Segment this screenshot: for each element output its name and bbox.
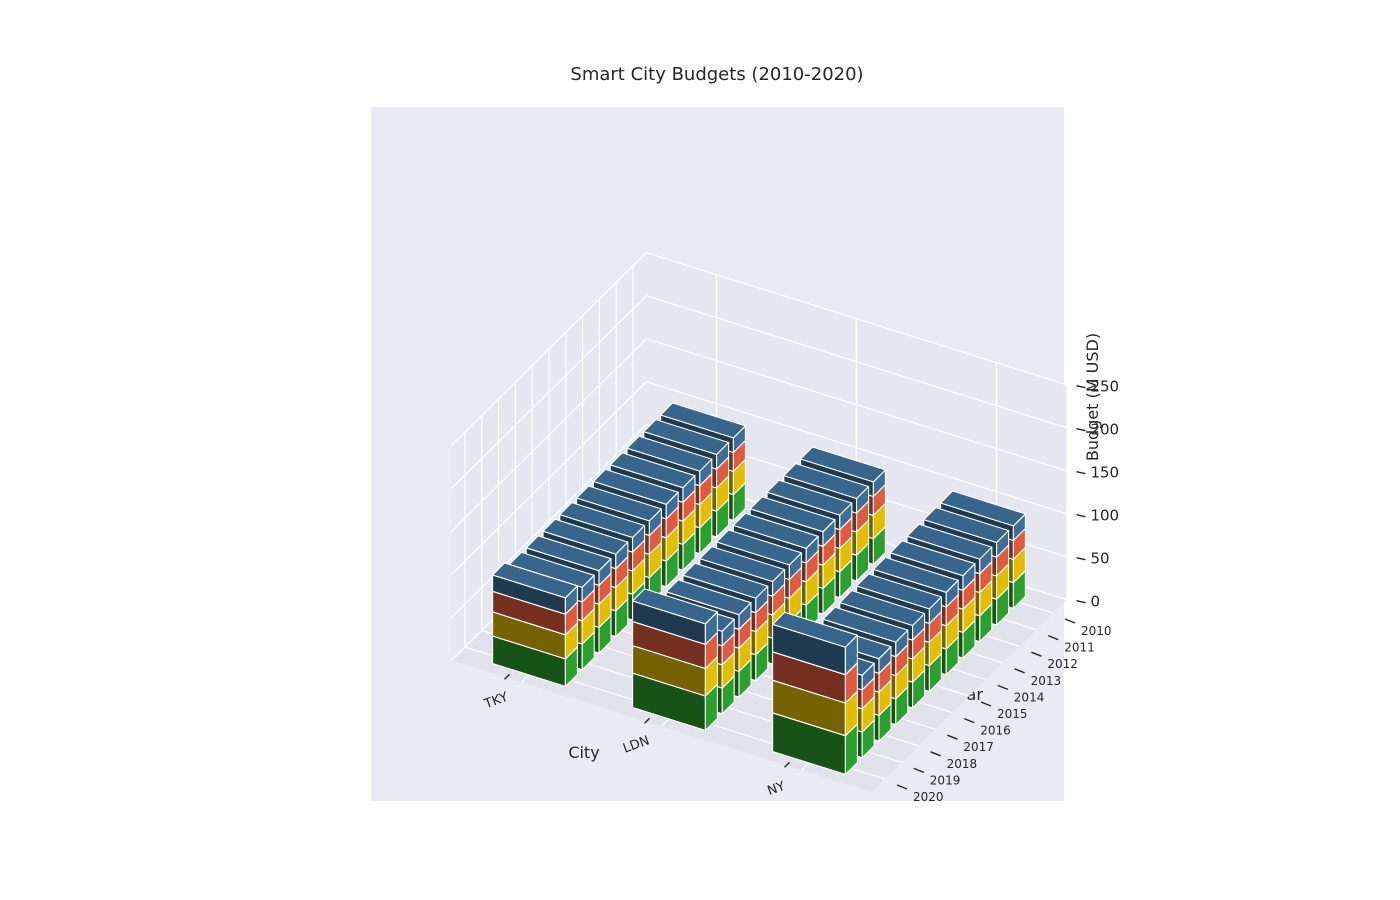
- z-tick-label: 250: [1090, 378, 1119, 396]
- z-tick-label: 150: [1090, 464, 1119, 482]
- year-tick-mark: [896, 784, 908, 790]
- bars: [492, 402, 1026, 775]
- year-tick-label: 2018: [947, 757, 978, 771]
- bar-tky-2020-segment-blue: [492, 562, 578, 615]
- z-tick-mark: [1076, 471, 1086, 475]
- z-tick-mark: [1076, 428, 1086, 432]
- year-tick-mark: [963, 717, 975, 724]
- z-tick-label: 200: [1090, 421, 1119, 439]
- year-tick-label: 2014: [1014, 690, 1045, 704]
- year-tick-mark: [1031, 651, 1042, 657]
- grid-line-z: [451, 338, 1067, 532]
- year-tick-mark: [1014, 668, 1025, 674]
- city-tick-mark: [784, 761, 791, 768]
- city-tick-label-ny: NY: [765, 779, 787, 799]
- z-axis-label: Budget (M USD): [1083, 333, 1102, 461]
- year-tick-mark: [980, 701, 992, 707]
- year-tick-mark: [1064, 618, 1076, 624]
- z-tick-mark: [1076, 557, 1086, 561]
- z-tick-mark: [1076, 385, 1086, 389]
- axis-ticks: 0 50 100 150 200 250 2010 2011 2012 2013 2014 2015 2…: [482, 378, 1119, 804]
- year-tick-mark: [1047, 634, 1059, 641]
- year-tick-label: 2020: [913, 790, 944, 804]
- year-tick-label: 2019: [930, 773, 961, 787]
- z-tick-label: 0: [1090, 593, 1100, 611]
- city-tick-mark: [504, 673, 511, 680]
- year-tick-label: 2011: [1064, 641, 1095, 655]
- grid-line-z: [451, 381, 1067, 575]
- year-tick-mark: [947, 734, 958, 740]
- z-tick-mark: [1076, 600, 1086, 604]
- bar-ny-2020-segment-blue: [772, 611, 858, 676]
- year-tick-mark: [913, 767, 925, 774]
- year-tick-mark: [997, 684, 1009, 691]
- year-tick-label: 2016: [980, 724, 1011, 738]
- year-tick-label: 2017: [963, 740, 994, 754]
- year-tick-mark: [930, 751, 941, 757]
- city-tick-mark: [644, 717, 651, 724]
- year-tick-label: 2013: [1031, 674, 1062, 688]
- x-axis-label: City: [568, 743, 599, 762]
- grid-line-z: [451, 424, 1067, 618]
- grid-line-z: [451, 252, 1067, 446]
- year-tick-label: 2012: [1047, 657, 1078, 671]
- chart-title: Smart City Budgets (2010-2020): [570, 64, 863, 85]
- z-tick-mark: [1076, 514, 1086, 518]
- z-tick-label: 100: [1090, 507, 1119, 525]
- year-tick-label: 2015: [997, 707, 1028, 721]
- year-tick-label: 2010: [1081, 624, 1112, 638]
- z-tick-label: 50: [1090, 550, 1109, 568]
- grid-line-z: [451, 295, 1067, 489]
- bar-ldn-2020-segment-blue: [632, 588, 718, 645]
